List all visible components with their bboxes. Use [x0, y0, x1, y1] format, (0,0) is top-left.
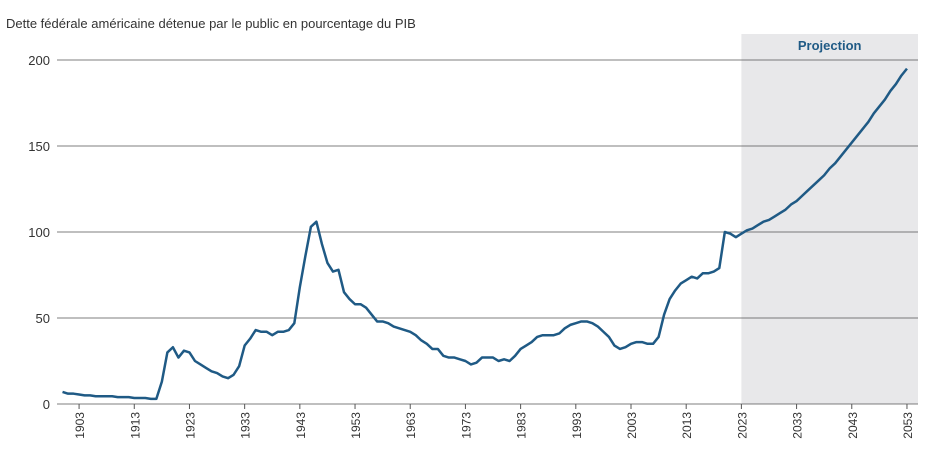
- y-tick-label: 0: [43, 397, 50, 412]
- x-tick-label: 1993: [570, 412, 584, 439]
- chart-title: Dette fédérale américaine détenue par le…: [6, 16, 416, 31]
- y-tick-label: 100: [28, 225, 50, 240]
- x-tick-label: 1903: [73, 412, 87, 439]
- x-tick-label: 2053: [901, 412, 915, 439]
- x-tick-label: 2003: [625, 412, 639, 439]
- data-line: [62, 67, 908, 401]
- x-tick-label: 1933: [239, 412, 253, 439]
- y-tick-label: 200: [28, 53, 50, 68]
- x-tick-label: 2013: [680, 412, 694, 439]
- x-tick-label: 1983: [515, 412, 529, 439]
- y-tick-label: 150: [28, 139, 50, 154]
- y-tick-label: 50: [36, 311, 50, 326]
- x-tick-label: 1963: [404, 412, 418, 439]
- x-tick-label: 2033: [791, 412, 805, 439]
- x-tick-label: 1923: [183, 412, 197, 439]
- projection-label: Projection: [798, 38, 862, 53]
- x-tick-label: 2043: [846, 412, 860, 439]
- x-tick-label: 2023: [735, 412, 749, 439]
- x-tick-label: 1913: [128, 412, 142, 439]
- x-tick-label: 1973: [459, 412, 473, 439]
- x-tick-label: 1953: [349, 412, 363, 439]
- x-tick-label: 1943: [294, 412, 308, 439]
